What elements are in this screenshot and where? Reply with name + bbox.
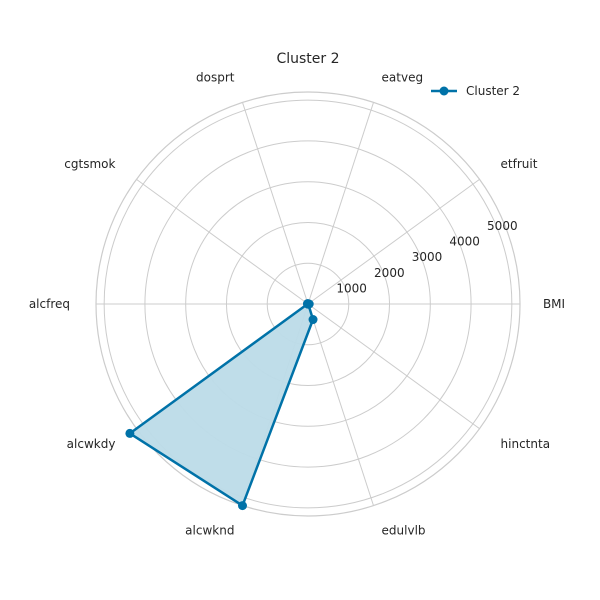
series-area-0 <box>129 303 313 506</box>
series-layer <box>125 299 318 511</box>
radial-tick-5000: 5000 <box>487 219 518 233</box>
chart-title: Cluster 2 <box>276 51 339 67</box>
spoke-etfruit <box>307 178 480 305</box>
category-label-cgtsmok: cgtsmok <box>64 157 115 171</box>
radial-tick-2000: 2000 <box>374 266 405 280</box>
category-label-eatveg: eatveg <box>382 71 424 85</box>
legend-marker <box>439 86 449 96</box>
data-point-hinctnta <box>303 299 313 309</box>
category-label-BMI: BMI <box>543 297 565 311</box>
legend: Cluster 2 <box>431 84 520 98</box>
category-label-alcwknd: alcwknd <box>185 523 234 537</box>
spoke-edulvlb <box>307 303 374 506</box>
category-label-alcwkdy: alcwkdy <box>67 437 116 451</box>
label-layer: BMI etfruit eatveg dosprt cgtsmok alcfreq alcw… <box>29 71 565 538</box>
legend-label: Cluster 2 <box>466 84 520 98</box>
category-label-edulvlb: edulvlb <box>382 523 426 537</box>
data-point-alcwknd <box>237 501 247 511</box>
data-point-alcwkdy <box>125 428 135 438</box>
radial-tick-4000: 4000 <box>449 235 480 249</box>
category-label-etfruit: etfruit <box>501 157 538 171</box>
spoke-eatveg <box>307 102 374 305</box>
grid <box>95 91 521 517</box>
category-label-alcfreq: alcfreq <box>29 297 70 311</box>
data-point-edulvlb <box>308 315 318 325</box>
spoke-cgtsmok <box>136 178 309 305</box>
spoke-dosprt <box>242 102 309 305</box>
radial-tick-3000: 3000 <box>412 250 443 264</box>
radial-tick-1000: 1000 <box>336 281 367 295</box>
category-label-dosprt: dosprt <box>196 71 235 85</box>
spoke-hinctnta <box>307 303 480 430</box>
category-label-hinctnta: hinctnta <box>501 437 551 451</box>
